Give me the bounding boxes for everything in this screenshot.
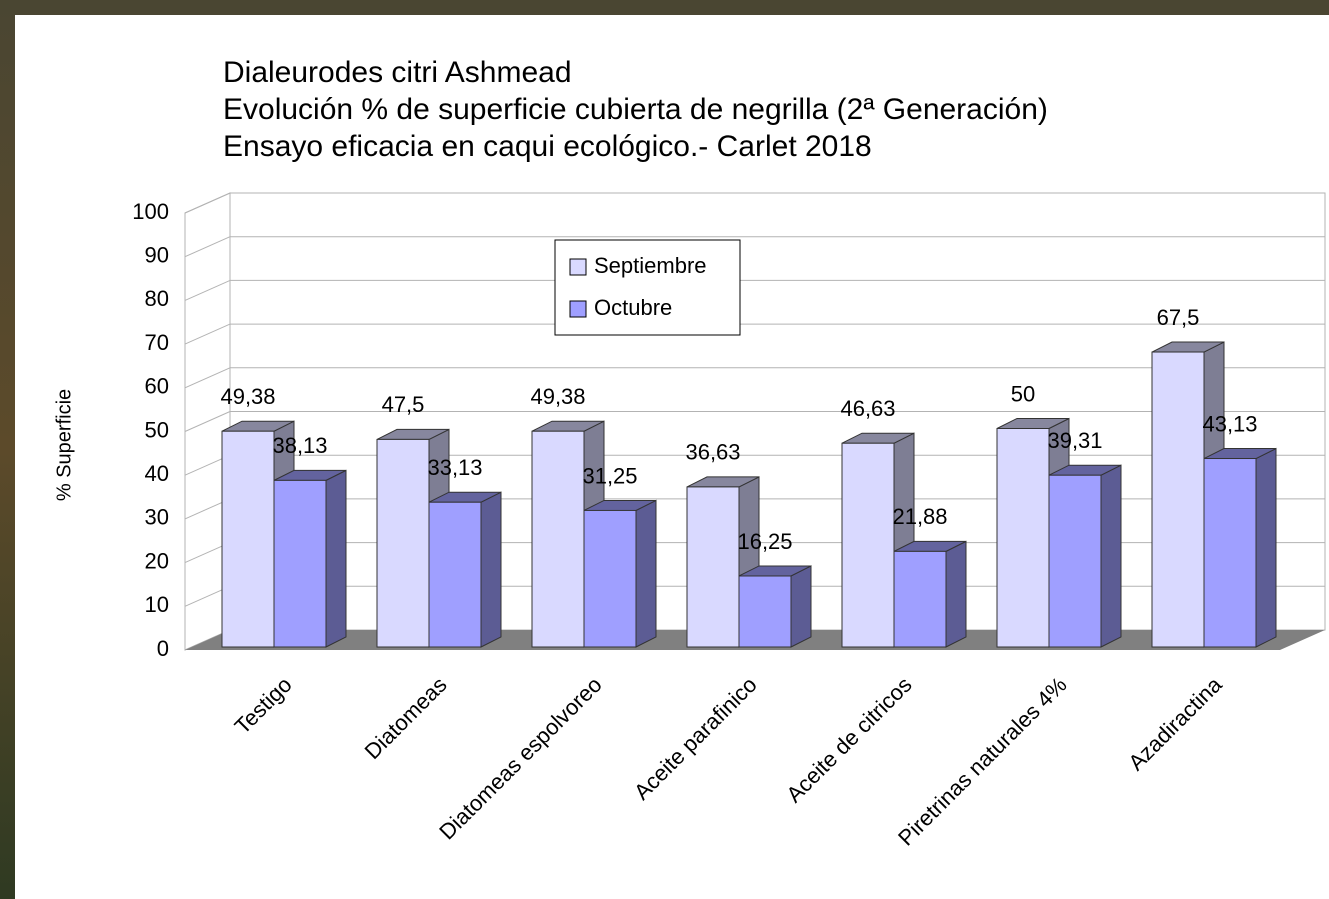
bar-front: [429, 502, 481, 647]
chart-title: Evolución % de superficie cubierta de ne…: [223, 93, 1048, 126]
bar-front: [687, 487, 739, 647]
value-label: 16,25: [737, 529, 792, 554]
y-tick-label: 50: [145, 417, 169, 442]
legend-swatch: [570, 301, 586, 317]
y-tick-label: 20: [145, 548, 169, 573]
bar-front: [274, 480, 326, 647]
legend-label: Septiembre: [594, 253, 707, 278]
y-tick-label: 40: [145, 461, 169, 486]
chart: Dialeurodes citri Ashmead Evolución % de …: [0, 0, 1329, 899]
y-tick-label: 100: [132, 199, 169, 224]
bar-side: [1101, 465, 1121, 647]
chart-title: Dialeurodes citri Ashmead: [223, 56, 572, 89]
y-tick-label: 10: [145, 592, 169, 617]
bar-side: [326, 470, 346, 647]
bar-side: [1256, 449, 1276, 647]
bar-side: [946, 541, 966, 647]
bar-side: [636, 500, 656, 647]
bar-front: [532, 431, 584, 647]
value-label: 21,88: [892, 504, 947, 529]
value-label: 39,31: [1047, 428, 1102, 453]
bar-front: [894, 551, 946, 647]
bar: [429, 492, 501, 647]
y-axis-label: % Superficie: [53, 389, 75, 501]
bar: [894, 541, 966, 647]
bar-front: [1204, 459, 1256, 647]
chart-title: Ensayo eficacia en caqui ecológico.- Car…: [223, 130, 872, 163]
bar: [274, 470, 346, 647]
bar-front: [997, 429, 1049, 648]
bar-front: [1152, 352, 1204, 647]
y-tick-label: 90: [145, 243, 169, 268]
bar-front: [584, 510, 636, 647]
bar-side: [481, 492, 501, 647]
value-label: 33,13: [427, 455, 482, 480]
value-label: 50: [1011, 381, 1035, 406]
legend: Septiembre Octubre: [555, 240, 740, 335]
bar: [739, 566, 811, 647]
value-label: 43,13: [1202, 411, 1257, 436]
value-label: 47,5: [382, 392, 425, 417]
y-tick-label: 80: [145, 286, 169, 311]
value-label: 46,63: [840, 396, 895, 421]
bar-front: [377, 439, 429, 647]
y-tick-label: 30: [145, 505, 169, 530]
legend-swatch: [570, 259, 586, 275]
page: {"chart_data": {"type": "bar3d", "title"…: [0, 0, 1329, 899]
bar-front: [842, 443, 894, 647]
value-label: 31,25: [582, 463, 637, 488]
bar: [584, 500, 656, 647]
bar: [1204, 449, 1276, 647]
bar-front: [222, 431, 274, 647]
value-label: 38,13: [272, 433, 327, 458]
value-label: 67,5: [1157, 305, 1200, 330]
bar: [1049, 465, 1121, 647]
legend-label: Octubre: [594, 295, 672, 320]
value-label: 36,63: [685, 440, 740, 465]
y-tick-label: 0: [157, 636, 169, 661]
y-tick-label: 70: [145, 330, 169, 355]
bar-side: [791, 566, 811, 647]
value-label: 49,38: [220, 384, 275, 409]
value-label: 49,38: [530, 384, 585, 409]
y-tick-label: 60: [145, 374, 169, 399]
bar-front: [739, 576, 791, 647]
bar-front: [1049, 475, 1101, 647]
